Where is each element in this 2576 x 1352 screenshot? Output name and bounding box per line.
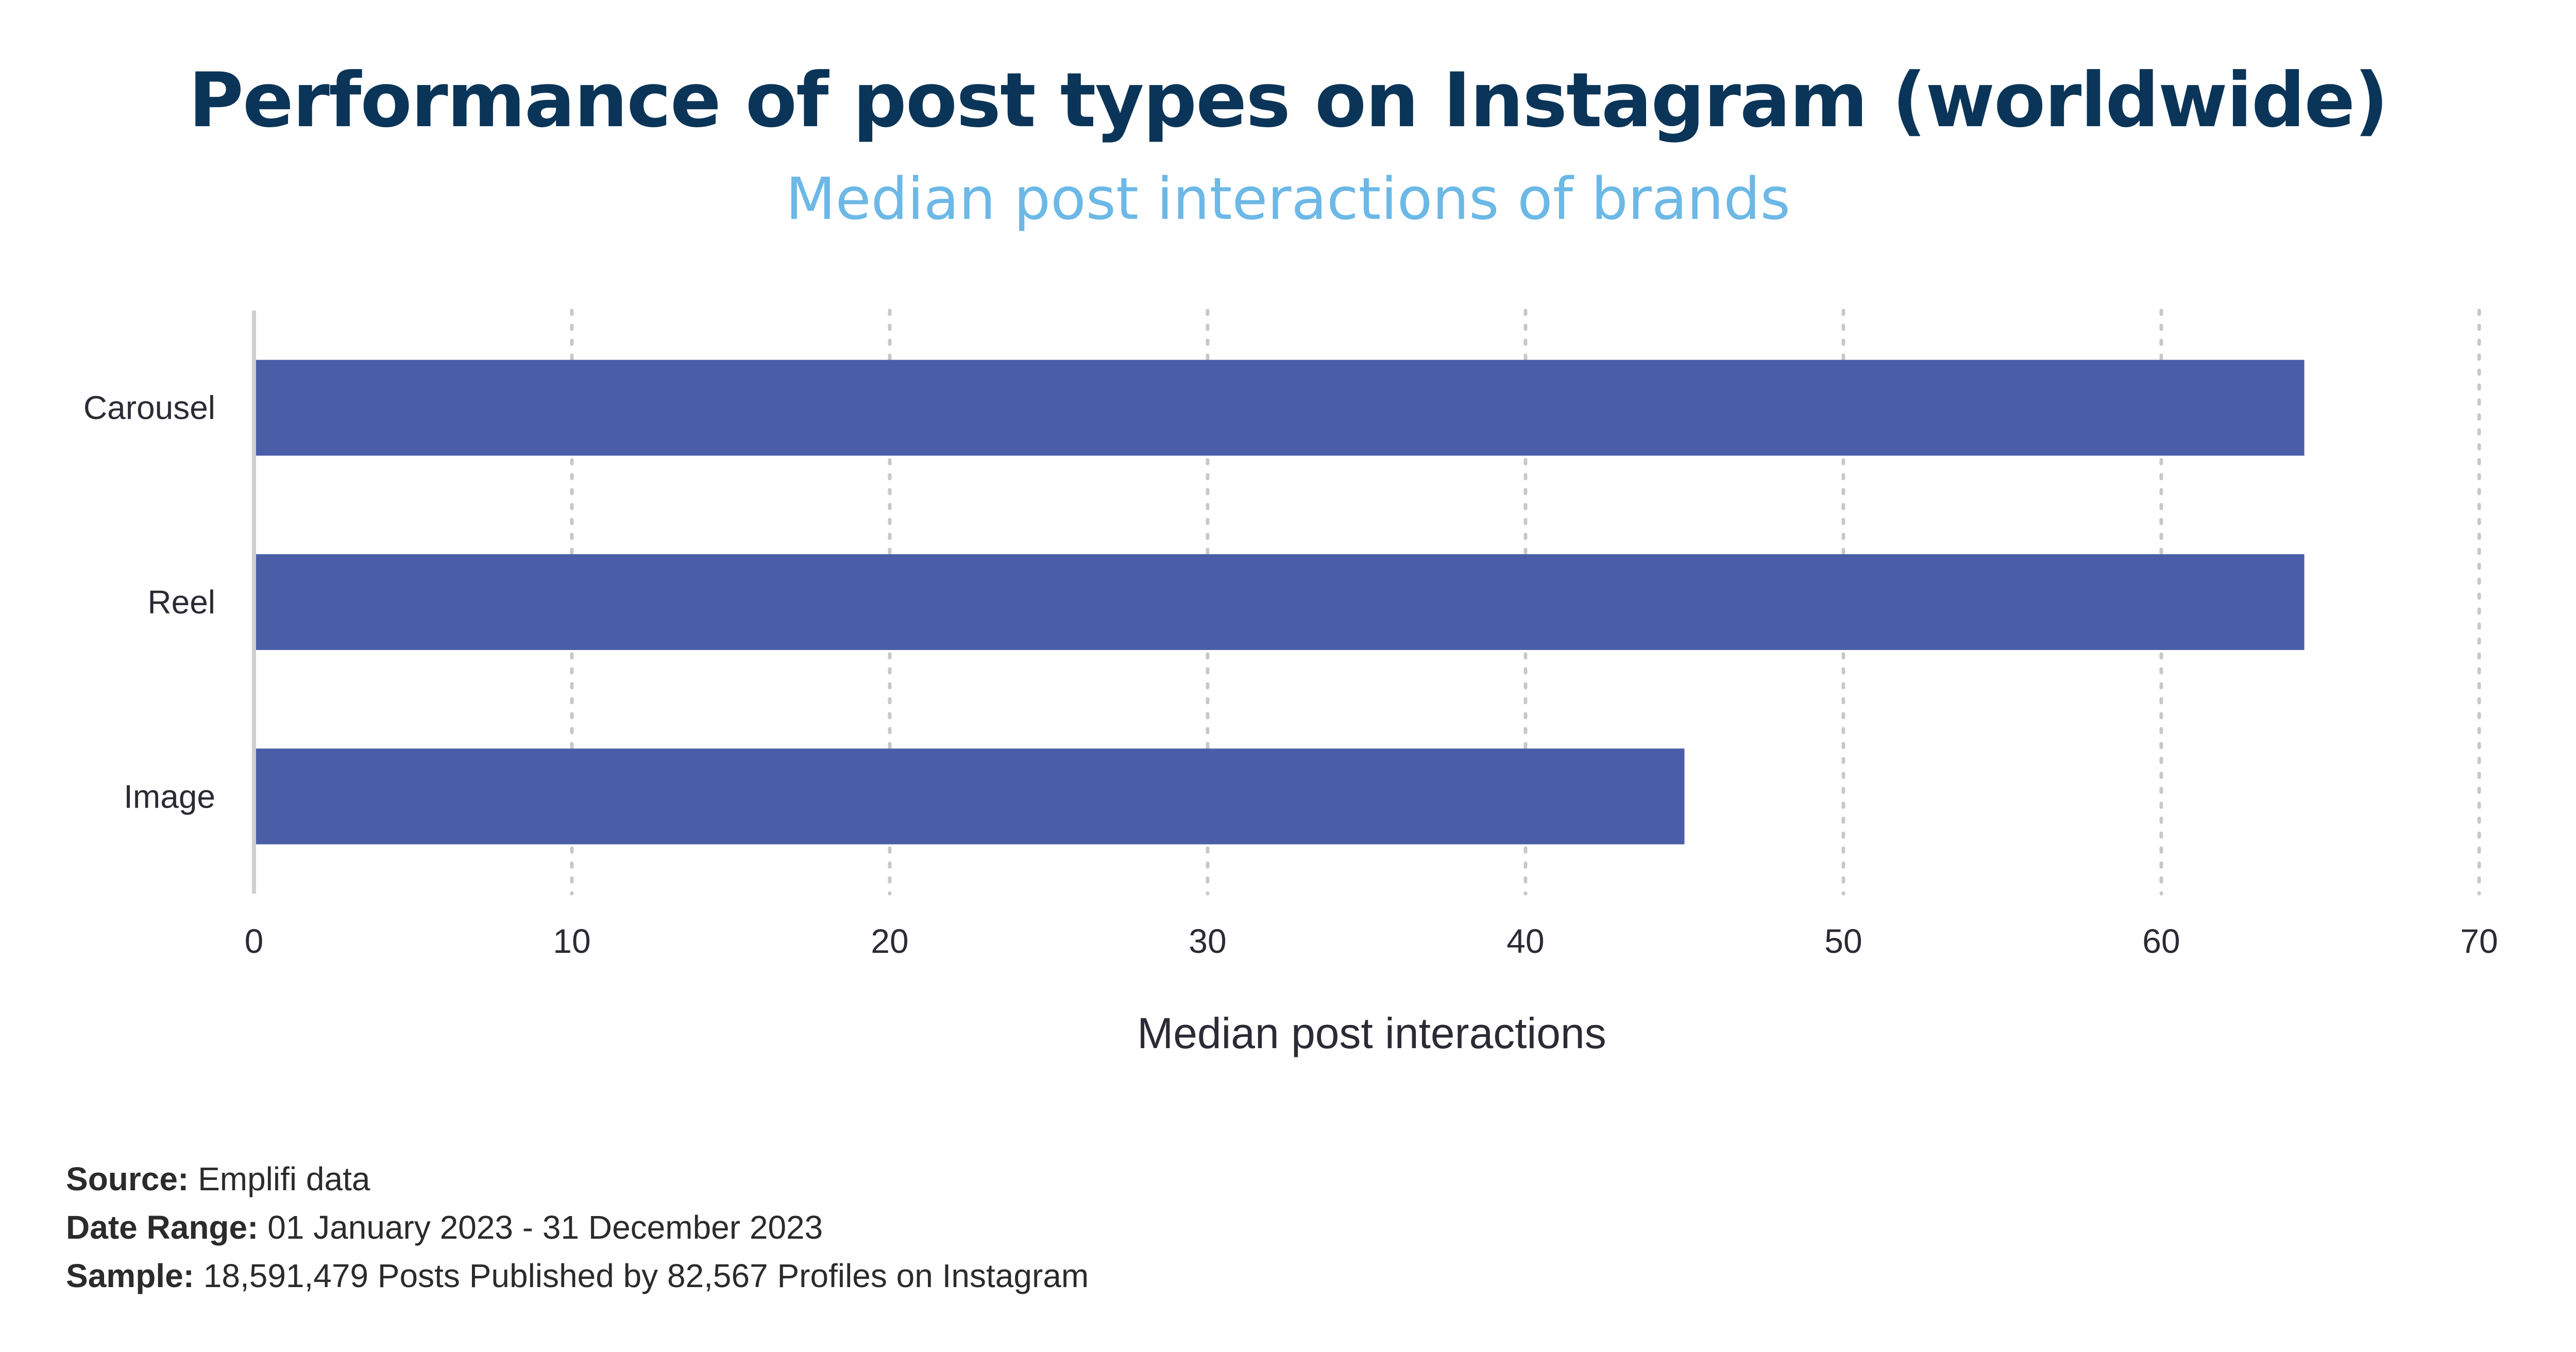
x-tick-label: 60 <box>2142 922 2180 960</box>
chart-title: Performance of post types on Instagram (… <box>188 57 2388 144</box>
bar-carousel <box>254 360 2304 456</box>
chart-subtitle: Median post interactions of brands <box>786 166 1790 233</box>
x-tick-label: 30 <box>1189 922 1226 960</box>
source-label: Source: <box>66 1160 189 1197</box>
date-range-value: 01 January 2023 - 31 December 2023 <box>267 1209 823 1246</box>
sample-value: 18,591,479 Posts Published by 82,567 Pro… <box>203 1257 1089 1294</box>
source-row: Source: Emplifi data <box>66 1155 1089 1203</box>
date-range-label: Date Range: <box>66 1209 259 1246</box>
sample-label: Sample: <box>66 1257 194 1294</box>
date-range-row: Date Range: 01 January 2023 - 31 Decembe… <box>66 1203 1089 1252</box>
x-tick-label: 70 <box>2460 922 2498 960</box>
x-axis-title: Median post interactions <box>1137 1009 1606 1057</box>
sample-row: Sample: 18,591,479 Posts Published by 82… <box>66 1252 1089 1300</box>
bar-reel <box>254 554 2304 650</box>
y-tick-label: Carousel <box>83 389 215 426</box>
bar-image <box>254 748 1685 845</box>
axes: 0 10 20 30 40 50 60 70 Carousel Reel Image Median p… <box>83 311 2498 1057</box>
y-tick-label: Reel <box>147 584 215 621</box>
y-tick-label: Image <box>124 778 215 815</box>
x-tick-label: 20 <box>871 922 908 960</box>
bars <box>254 360 2304 845</box>
x-tick-label: 0 <box>245 922 264 960</box>
x-tick-label: 50 <box>1824 922 1862 960</box>
chart-footer: Source: Emplifi data Date Range: 01 Janu… <box>66 1155 1089 1300</box>
x-tick-label: 40 <box>1506 922 1544 960</box>
x-tick-label: 10 <box>553 922 590 960</box>
source-value: Emplifi data <box>198 1160 370 1197</box>
